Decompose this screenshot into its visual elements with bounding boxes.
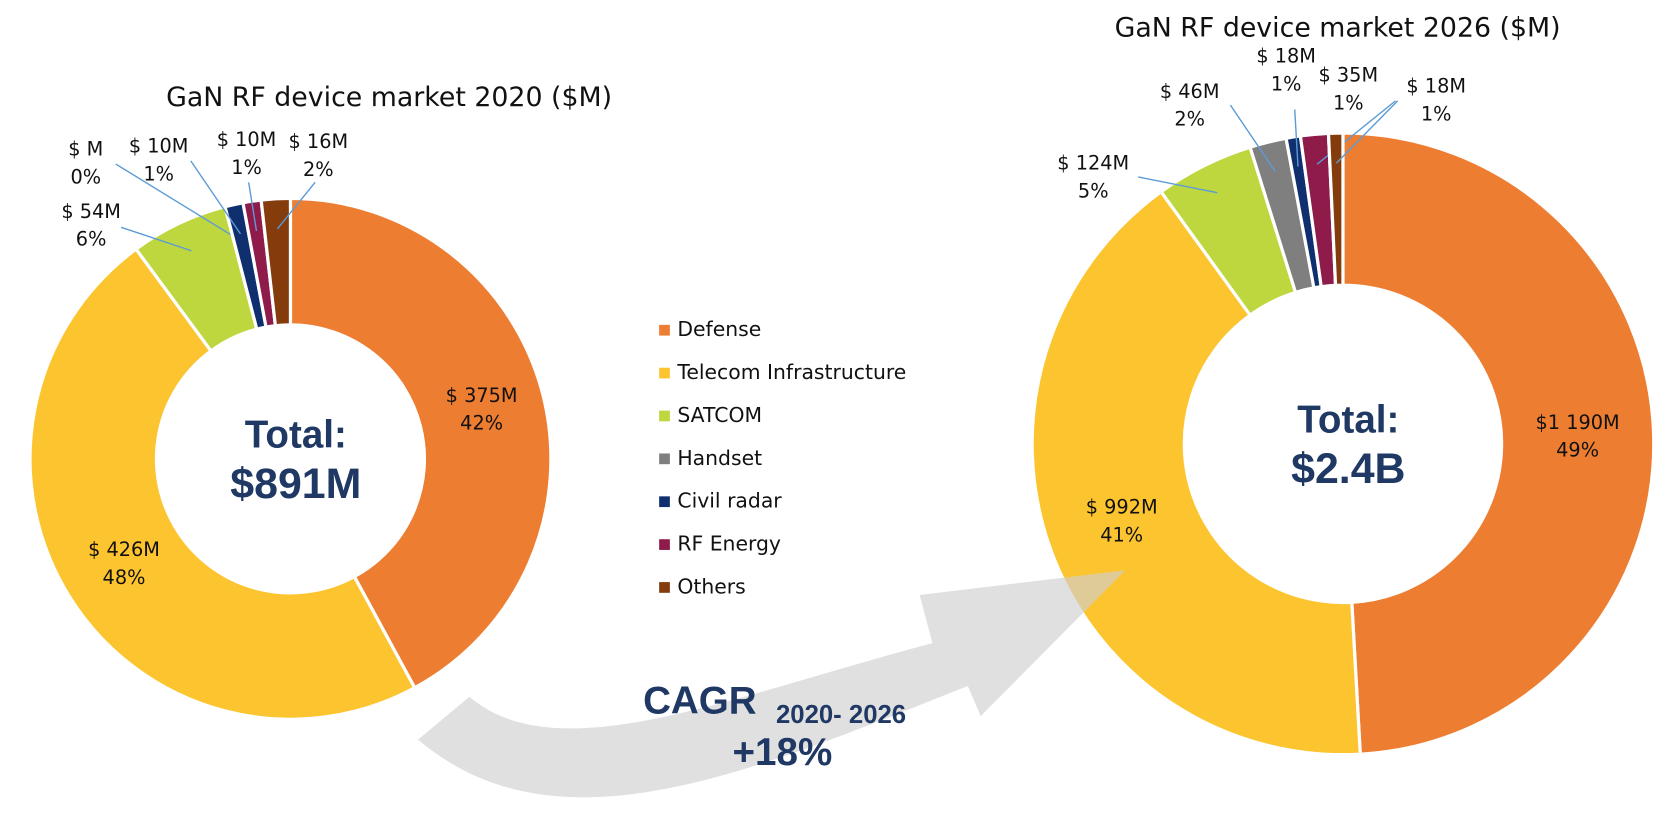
center-total: $2.4B	[1291, 445, 1405, 493]
share-label: 1%	[1333, 92, 1364, 115]
value-label: $ 375M	[446, 384, 518, 407]
share-label: 49%	[1556, 439, 1599, 462]
legend-swatch	[659, 410, 670, 422]
share-label: 2%	[1174, 108, 1205, 131]
value-label: $ 426M	[88, 538, 160, 561]
cagr-period: 2020- 2026	[776, 701, 906, 729]
share-label: 48%	[103, 566, 146, 589]
center-total: $891M	[230, 460, 361, 508]
slice	[1030, 189, 1362, 757]
legend-swatch	[659, 453, 670, 465]
value-label: $ 46M	[1160, 80, 1220, 103]
cagr-label: CAGR	[643, 679, 757, 722]
slice	[259, 196, 293, 328]
value-label: $ 16M	[289, 130, 349, 153]
center-label: Total:	[245, 414, 347, 457]
value-label: $ 54M	[61, 200, 121, 223]
leader-line	[247, 182, 258, 232]
legend-label: Civil radar	[677, 489, 782, 513]
legend-swatch	[659, 539, 670, 550]
value-label: $ 18M	[1406, 74, 1466, 97]
value-label: $ M	[68, 138, 103, 161]
leader-line	[1335, 100, 1399, 164]
legend-swatch	[659, 582, 670, 593]
legend: Defense Telecom Infrastructure SATCOM Hands…	[659, 317, 906, 598]
share-label: 42%	[460, 412, 503, 435]
share-label: 0%	[70, 166, 101, 189]
donut: GaN RF device market 2026 ($M) $1 190M 49%…	[1030, 13, 1656, 757]
value-label: $ 124M	[1057, 152, 1129, 175]
value-label: $ 35M	[1319, 64, 1379, 87]
value-label: $ 992M	[1086, 496, 1158, 519]
leader-line	[276, 181, 316, 230]
value-label: $1 190M	[1536, 411, 1620, 434]
leader-line	[1138, 176, 1218, 194]
value-label: $ 10M	[217, 128, 277, 151]
slice	[288, 196, 553, 690]
cagr-arrow	[418, 570, 1126, 798]
legend-label: SATCOM	[677, 403, 762, 427]
value-label: $ 18M	[1256, 44, 1316, 67]
chart-title: GaN RF device market 2020 ($M)	[166, 82, 612, 113]
slice	[28, 246, 417, 721]
leader-line	[190, 160, 242, 235]
share-label: 1%	[1271, 72, 1302, 95]
pies: GaN RF device market 2020 ($M) $ 375M 42% $…	[28, 13, 1656, 757]
share-label: 1%	[231, 156, 262, 179]
leader-line	[1229, 104, 1276, 172]
leader-line	[1294, 109, 1299, 167]
share-label: 5%	[1078, 179, 1109, 202]
legend-label: Others	[677, 574, 745, 598]
legend-label: Telecom Infrastructure	[676, 360, 906, 384]
slice	[1326, 131, 1345, 288]
slice	[1341, 131, 1656, 756]
legend-swatch	[659, 496, 670, 508]
chart-title: GaN RF device market 2026 ($M)	[1115, 13, 1561, 44]
share-label: 6%	[76, 228, 107, 251]
donut: GaN RF device market 2020 ($M) $ 375M 42% $…	[28, 82, 612, 721]
legend-label: RF Energy	[677, 532, 781, 556]
center-label: Total:	[1297, 399, 1399, 442]
share-label: 1%	[143, 162, 174, 185]
leader-line	[120, 226, 192, 252]
legend-label: Handset	[677, 446, 762, 470]
share-label: 41%	[1100, 524, 1143, 547]
leader-line	[115, 163, 233, 237]
legend-swatch	[659, 324, 670, 336]
share-label: 1%	[1421, 102, 1452, 125]
legend-swatch	[659, 367, 670, 379]
cagr-value: +18%	[733, 731, 833, 774]
legend-label: Defense	[677, 317, 761, 341]
value-label: $ 10M	[129, 134, 189, 157]
share-label: 2%	[303, 158, 334, 181]
